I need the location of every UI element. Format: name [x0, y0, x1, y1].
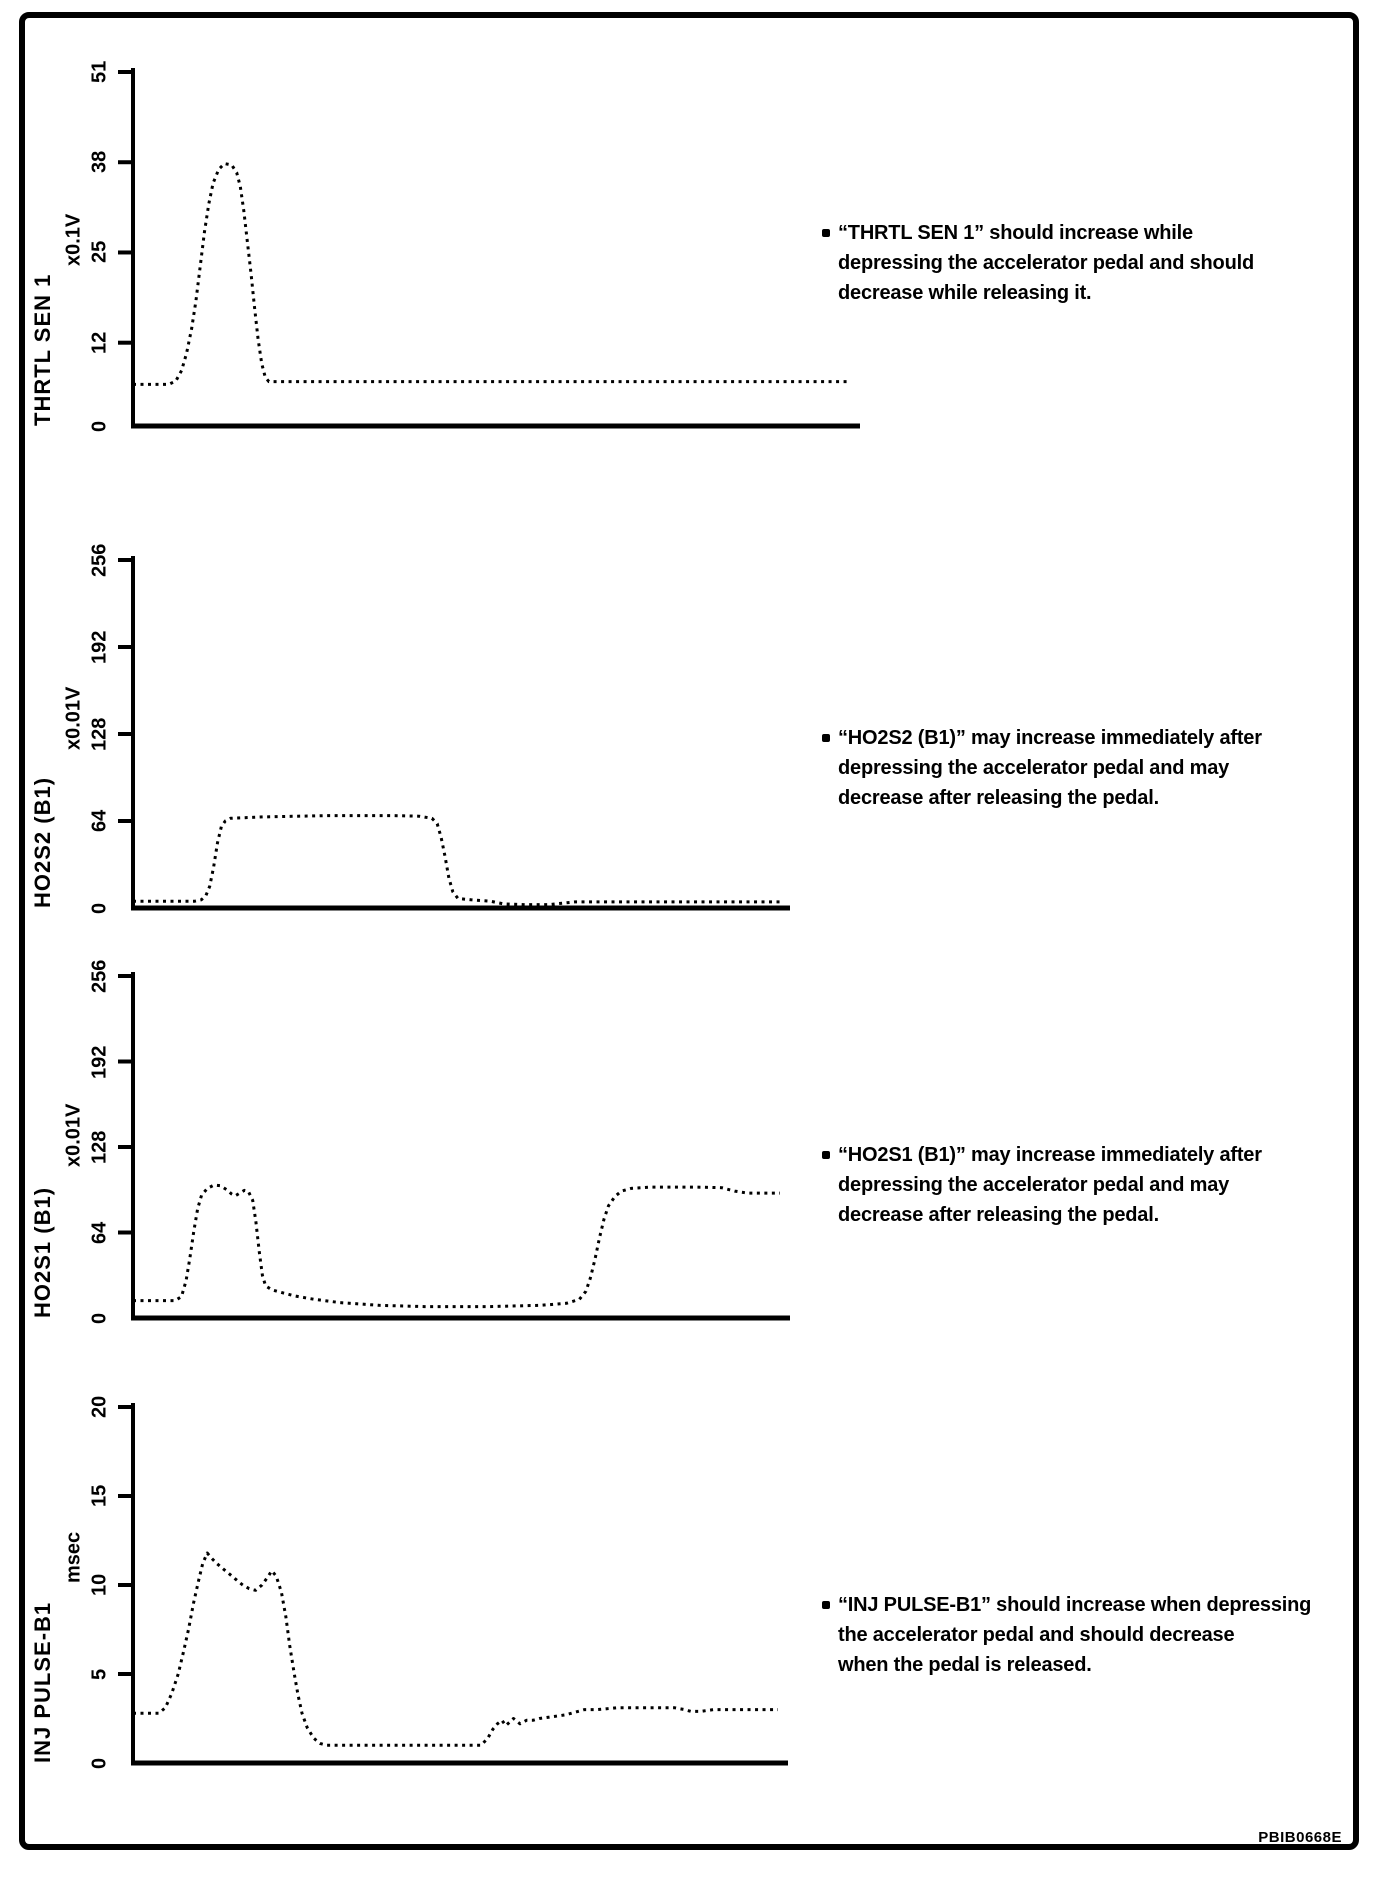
figure-code: PBIB0668E [1258, 1829, 1342, 1846]
chart-2-y-title: HO2S2 (B1) [30, 776, 55, 908]
chart-4-tick-label-5: 5 [88, 1668, 111, 1680]
chart-4-curve [133, 1551, 778, 1747]
chart-4-tick-label-0: 0 [88, 1757, 111, 1769]
chart-4-note-line-3: when the pedal is released. [838, 1654, 1092, 1676]
chart-1-tick-label-0: 0 [88, 420, 111, 432]
chart-3-tick-label-0: 0 [88, 1312, 111, 1324]
chart-1-note-line-3: decrease while releasing it. [838, 282, 1092, 304]
chart-2-tick-label-64: 64 [88, 809, 111, 833]
chart-3-tick-label-256: 256 [88, 959, 111, 993]
chart-1-tick-label-25: 25 [88, 241, 111, 264]
bullet-icon [822, 734, 830, 742]
chart-2-tick-label-256: 256 [88, 543, 111, 577]
chart-2-curve [133, 814, 783, 907]
chart-3-tick-label-128: 128 [88, 1130, 111, 1164]
chart-1-y-title: THRTL SEN 1 [30, 273, 55, 426]
chart-2-tick-label-192: 192 [88, 630, 111, 664]
bullet-icon [822, 229, 830, 237]
chart-4-tick-label-20: 20 [88, 1395, 111, 1419]
chart-1-note-line-1: “THRTL SEN 1” should increase while [838, 222, 1193, 244]
chart-1-curve [133, 162, 848, 386]
chart-2-note-line-3: decrease after releasing the pedal. [838, 787, 1159, 809]
bullet-icon [822, 1151, 830, 1159]
chart-1-tick-label-51: 51 [88, 60, 111, 84]
chart-3-note-line-3: decrease after releasing the pedal. [838, 1204, 1159, 1226]
chart-2-y-unit: x0.01V [62, 686, 85, 750]
chart-3-tick-label-192: 192 [88, 1044, 111, 1079]
chart-2-note-line-2: depressing the accelerator pedal and may [838, 757, 1230, 779]
chart-2-tick-label-128: 128 [88, 717, 111, 751]
chart-3-note-line-1: “HO2S1 (B1)” may increase immediately af… [838, 1144, 1262, 1166]
chart-3-y-title: HO2S1 (B1) [30, 1186, 55, 1318]
chart-4-y-unit: msec [62, 1531, 85, 1583]
chart-2-note-line-1: “HO2S2 (B1)” may increase immediately af… [838, 727, 1262, 749]
chart-1-y-unit: x0.1V [62, 213, 85, 267]
chart-4-y-title: INJ PULSE-B1 [30, 1601, 55, 1763]
chart-3-curve [133, 1183, 780, 1309]
chart-1-note-line-2: depressing the accelerator pedal and sho… [838, 252, 1254, 274]
chart-3-note: “HO2S1 (B1)” may increase immediately af… [822, 1140, 1392, 1230]
chart-4-tick-label-10: 10 [88, 1573, 111, 1597]
chart-3-tick-label-64: 64 [88, 1221, 111, 1244]
chart-3-y-unit: x0.01V [62, 1103, 85, 1167]
bullet-icon [822, 1601, 830, 1609]
chart-4-tick-label-15: 15 [88, 1484, 111, 1508]
chart-4-note-line-2: the accelerator pedal and should decreas… [838, 1624, 1235, 1646]
chart-3-note-line-2: depressing the accelerator pedal and may [838, 1174, 1230, 1196]
chart-1-tick-label-12: 12 [88, 331, 111, 354]
chart-4-note-line-1: “INJ PULSE-B1” should increase when depr… [838, 1594, 1312, 1616]
chart-1-note: “THRTL SEN 1” should increase while depre… [822, 218, 1392, 308]
chart-2-note: “HO2S2 (B1)” may increase immediately af… [822, 723, 1392, 813]
chart-4-note: “INJ PULSE-B1” should increase when depr… [822, 1590, 1392, 1680]
chart-1-tick-label-38: 38 [88, 151, 111, 174]
